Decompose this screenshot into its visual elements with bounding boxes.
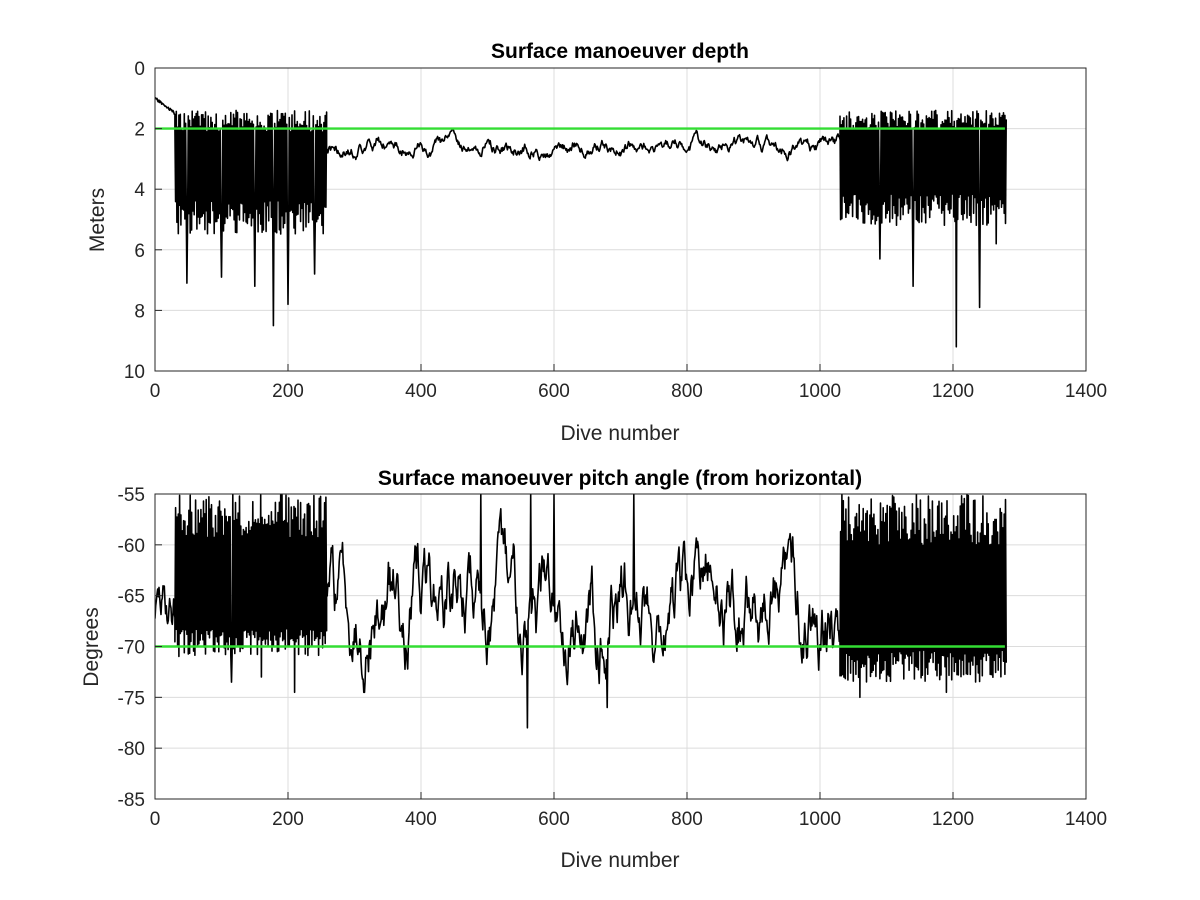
y-tick-label: 0 [134, 59, 145, 80]
y-tick-label: -60 [118, 536, 145, 557]
y-tick-label: -70 [118, 638, 145, 659]
x-tick-label: 1200 [932, 381, 974, 402]
x-tick-label: 800 [671, 809, 703, 830]
y-tick-label: 2 [134, 120, 145, 141]
y-tick-label: 4 [134, 180, 145, 201]
x-axis-label: Dive number [560, 422, 679, 445]
x-tick-label: 1400 [1065, 809, 1107, 830]
x-tick-label: 400 [405, 381, 437, 402]
y-tick-label: -55 [118, 485, 145, 506]
plot-area [155, 494, 1007, 729]
y-axis-label: Meters [86, 188, 109, 252]
x-tick-label: 400 [405, 809, 437, 830]
series-group [155, 96, 1007, 348]
x-tick-label: 1400 [1065, 381, 1107, 402]
y-tick-label: -85 [118, 790, 145, 811]
axes-frame [154, 67, 1087, 372]
x-tick-label: 800 [671, 381, 703, 402]
data-series-line [155, 494, 1007, 729]
y-axis-ticks: 0 2 4 6 8 10 [124, 59, 162, 383]
x-tick-label: 600 [538, 809, 570, 830]
x-tick-label: 600 [538, 381, 570, 402]
x-axis-label: Dive number [560, 849, 679, 872]
x-axis-ticks: 0 200 400 600 800 1000 1200 1400 [150, 364, 1107, 402]
y-tick-label: 6 [134, 241, 145, 262]
depth-chart: Surface manoeuver depth 0 200 400 600 800 100… [86, 40, 1107, 445]
x-tick-label: 0 [150, 381, 161, 402]
x-tick-label: 200 [272, 381, 304, 402]
y-tick-label: -80 [118, 739, 145, 760]
y-tick-label: 8 [134, 301, 145, 322]
x-tick-label: 1200 [932, 809, 974, 830]
x-tick-label: 1000 [799, 809, 841, 830]
x-tick-label: 1000 [799, 381, 841, 402]
y-tick-label: 10 [124, 362, 145, 383]
plot-area [155, 96, 1007, 348]
x-axis-ticks: 0 200 400 600 800 1000 1200 1400 [150, 792, 1107, 830]
x-tick-label: 0 [150, 809, 161, 830]
y-axis-ticks: -55 -60 -65 -70 -75 -80 -85 [118, 485, 162, 811]
y-tick-label: -65 [118, 587, 145, 608]
chart-title: Surface manoeuver pitch angle (from hori… [378, 467, 862, 490]
pitch-chart: Surface manoeuver pitch angle (from hori… [80, 467, 1107, 872]
x-tick-label: 200 [272, 809, 304, 830]
chart-title: Surface manoeuver depth [491, 40, 749, 63]
y-tick-label: -75 [118, 688, 145, 709]
y-axis-label: Degrees [80, 607, 103, 686]
series-group [155, 494, 1007, 729]
data-series-line [155, 96, 1007, 348]
